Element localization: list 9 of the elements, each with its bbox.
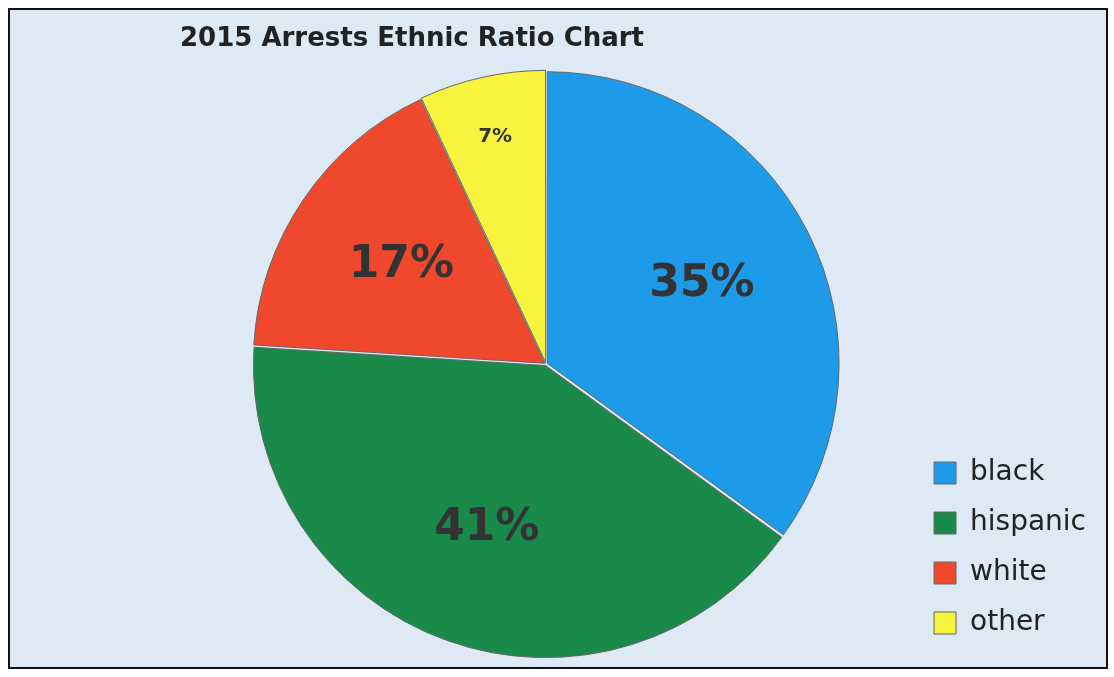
data-label: 41% (434, 499, 540, 551)
legend-label: other (970, 604, 1046, 638)
legend-label: white (970, 554, 1047, 588)
data-label: 7% (478, 122, 513, 147)
legend-label: hispanic (970, 504, 1086, 538)
data-label: 17% (348, 236, 455, 288)
legend-label: black (970, 454, 1046, 488)
data-label: 35% (649, 255, 755, 307)
chart-title: 2015 Arrests Ethnic Ratio Chart (180, 22, 645, 53)
